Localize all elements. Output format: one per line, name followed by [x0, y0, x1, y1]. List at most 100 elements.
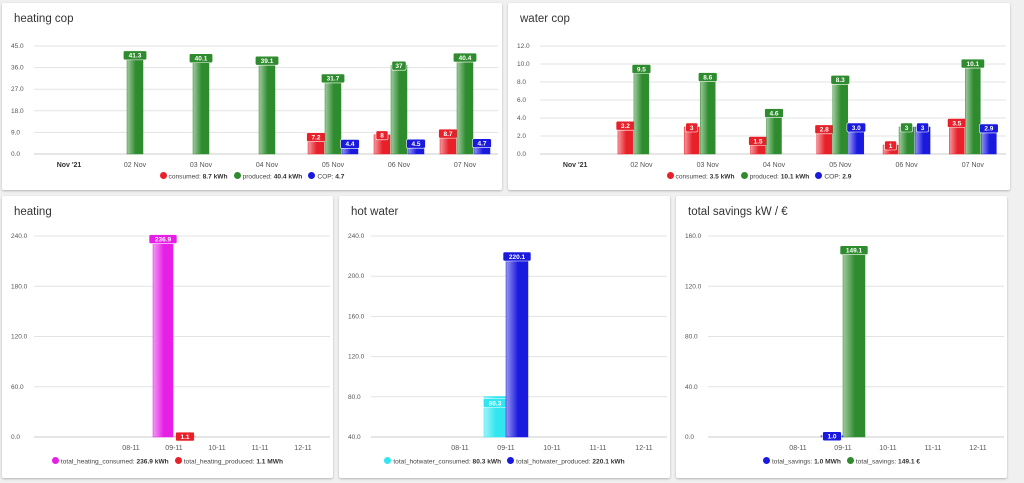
data-label-box	[391, 60, 407, 71]
legend-value: 8.7 kWh	[202, 173, 228, 181]
chart-legend: total_hotwater_consumed: 80.3 kWh total_h…	[339, 457, 670, 466]
x-tick-label: 07 Nov	[962, 162, 985, 169]
data-label-box	[189, 53, 214, 64]
data-label-box	[406, 138, 426, 149]
data-label-box	[884, 140, 897, 151]
chart-card-total-savings: total savings kW / € 160.0 120.0 80.0 40.0 0…	[676, 196, 1007, 478]
data-label: 80.3	[489, 400, 502, 407]
legend-item[interactable]: produced: 40.4 kWh	[233, 172, 303, 181]
x-tick-label: 02 Nov	[124, 162, 147, 169]
legend-label: total_heating_consumed:	[60, 458, 137, 466]
data-label-box	[916, 122, 929, 133]
x-tick-label: 03 Nov	[697, 162, 720, 169]
data-label-box	[979, 123, 999, 134]
data-label: 3.0	[852, 125, 861, 132]
legend-label: total_savings:	[855, 458, 899, 466]
hot-water-chart: 240.0 200.0 160.0 120.0 80.0 40.0 08-11 09-11 80…	[348, 233, 667, 452]
legend-label: produced:	[242, 173, 274, 181]
chart-title: total savings kW / €	[688, 206, 788, 218]
x-tick-label: 06 Nov	[895, 162, 918, 169]
data-label-box	[472, 138, 492, 149]
bar-produced	[456, 56, 474, 155]
legend-dot-icon	[174, 457, 182, 464]
y-tick-label: 120.0	[685, 283, 702, 290]
y-tick-label: 240.0	[348, 233, 365, 240]
x-tick-label: 09-11	[497, 445, 514, 452]
y-tick-label: 40.0	[348, 434, 361, 441]
x-tick-label: 02 Nov	[630, 162, 653, 169]
x-tick-label: 04 Nov	[256, 162, 279, 169]
data-label-box	[631, 64, 652, 74]
legend-label: produced:	[749, 173, 781, 181]
legend-item[interactable]: total_savings: 1.0 MWh	[762, 457, 841, 466]
chart-legend: consumed: 8.7 kWh produced: 40.4 kWh COP: …	[2, 172, 502, 181]
y-tick-label: 160.0	[685, 233, 702, 240]
legend-dot-icon	[384, 457, 392, 464]
y-tick-label: 120.0	[11, 334, 28, 341]
data-label: 37	[395, 63, 403, 70]
x-tick-label: 07 Nov	[454, 162, 477, 169]
legend-value: 149.1 €	[898, 458, 921, 466]
y-tick-label: 0.0	[11, 151, 20, 158]
legend-value: 1.1 MWh	[256, 458, 284, 466]
data-label-box	[340, 139, 360, 149]
y-tick-label: 10.0	[517, 61, 530, 68]
x-tick-label: 11-11	[590, 445, 607, 452]
x-tick-label: 11-11	[252, 445, 269, 452]
bar-total_hotwater_produced	[505, 255, 529, 438]
data-label-box	[148, 234, 178, 244]
legend-value: 220.1 kWh	[592, 458, 625, 466]
legend-item[interactable]: consumed: 8.7 kWh	[159, 172, 228, 181]
data-label-box	[698, 72, 718, 82]
chart-title: heating cop	[14, 13, 74, 25]
x-tick-label: 12-11	[969, 445, 986, 452]
chart-legend: consumed: 3.5 kWh produced: 10.1 kWh COP: …	[508, 172, 1010, 181]
y-tick-label: 80.0	[685, 334, 698, 341]
legend-item[interactable]: produced: 10.1 kWh	[740, 172, 809, 181]
legend-value: 40.4 kWh	[273, 173, 303, 181]
legend-item[interactable]: total_hotwater_produced: 220.1 kWh	[507, 457, 625, 466]
y-tick-label: 0.0	[517, 151, 526, 158]
legend-dot-icon	[51, 457, 59, 464]
legend-dot-icon	[762, 457, 770, 464]
legend-item[interactable]: COP: 4.7	[308, 172, 344, 181]
legend-value: 1.0 MWh	[814, 458, 841, 466]
data-label: 3	[690, 125, 694, 132]
data-label: 149.1	[846, 247, 863, 254]
data-label-box	[375, 130, 389, 141]
legend-value: 3.5 kWh	[709, 173, 735, 181]
x-tick-label: 12-11	[635, 445, 652, 452]
bar-produced	[965, 62, 981, 155]
y-tick-label: 27.0	[11, 86, 24, 93]
bar-total_savings	[842, 249, 866, 438]
legend-item[interactable]: consumed: 3.5 kWh	[666, 172, 735, 181]
heating-chart: 240.0 180.0 120.0 60.0 0.0 08-11 09-11 236.9 1.1…	[11, 233, 330, 452]
legend-label: total_hotwater_consumed:	[393, 458, 473, 466]
legend-item[interactable]: COP: 2.9	[815, 172, 851, 180]
data-label-box	[123, 50, 148, 61]
legend-dot-icon	[740, 172, 748, 179]
legend-item[interactable]: total_savings: 149.1 €	[846, 457, 921, 466]
legend-item[interactable]: total_heating_consumed: 236.9 kWh	[51, 457, 169, 466]
data-label: 2.8	[820, 127, 829, 134]
data-label: 31.7	[327, 76, 340, 83]
data-label: 8.6	[703, 74, 712, 81]
legend-label: COP:	[317, 173, 336, 181]
data-label-box	[822, 431, 842, 442]
data-label-box	[255, 55, 280, 66]
legend-dot-icon	[308, 172, 316, 179]
data-label-box	[830, 75, 850, 85]
legend-value: 80.3 kWh	[472, 458, 502, 466]
data-label-box	[502, 251, 532, 262]
legend-item[interactable]: total_hotwater_consumed: 80.3 kWh	[384, 457, 502, 466]
y-tick-label: 60.0	[11, 384, 24, 391]
x-tick-label: 10-11	[208, 445, 225, 452]
legend-item[interactable]: total_heating_produced: 1.1 MWh	[174, 457, 284, 466]
data-label-box	[764, 108, 784, 118]
x-tick-label: 05 Nov	[322, 162, 345, 169]
water-cop-chart: 12.0 10.0 8.0 6.0 4.0 2.0 0.0 Nov '21 02 Nov 3.2 9…	[517, 43, 1006, 169]
y-tick-label: 160.0	[348, 313, 365, 320]
chart-legend: total_heating_consumed: 236.9 kWh total_h…	[2, 457, 333, 466]
bar-produced	[390, 64, 408, 155]
data-label: 1.0	[827, 434, 836, 441]
